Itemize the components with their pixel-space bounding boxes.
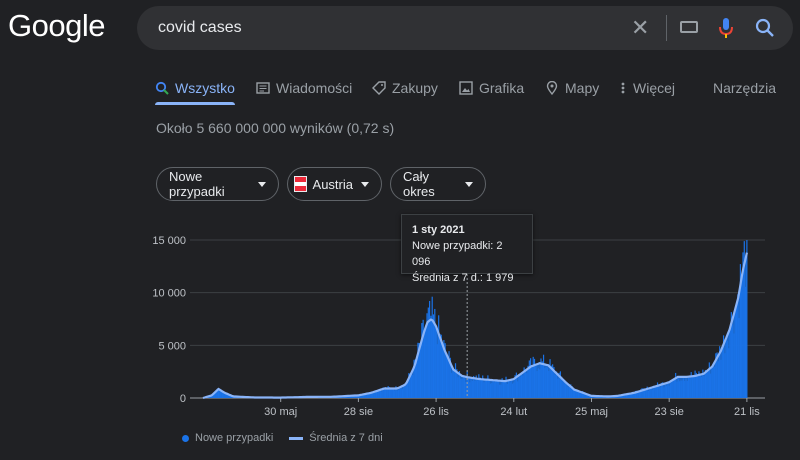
- tools-label: Narzędzia: [713, 80, 777, 96]
- chevron-down-icon: [258, 181, 266, 187]
- more-vert-icon: [621, 81, 627, 95]
- legend-bars-label: Nowe przypadki: [195, 432, 274, 444]
- tab-news[interactable]: Wiadomości: [256, 78, 352, 98]
- map-pin-icon: [545, 80, 559, 96]
- seven-day-average-line: [202, 252, 748, 400]
- x-tick-label: 28 sie: [344, 406, 373, 418]
- flag-stripe-middle: [295, 181, 306, 187]
- tab-all[interactable]: Wszystko: [155, 78, 235, 98]
- metric-dropdown[interactable]: Nowe przypadki: [156, 167, 279, 201]
- tab-label: Grafika: [479, 80, 525, 96]
- chart-tooltip: 1 sty 2021 Nowe przypadki: 2 096 Średnia…: [401, 214, 533, 284]
- tab-label: Zakupy: [392, 80, 438, 96]
- image-icon: [459, 81, 473, 95]
- tooltip-date: 1 sty 2021: [412, 224, 465, 236]
- chevron-down-icon: [361, 181, 369, 187]
- x-tick-label: 26 lis: [423, 406, 449, 418]
- tab-label: Mapy: [565, 80, 600, 96]
- country-dropdown[interactable]: Austria: [287, 167, 382, 201]
- period-dropdown-label: Cały okres: [403, 169, 435, 199]
- news-icon: [256, 81, 270, 95]
- tab-images[interactable]: Grafika: [459, 78, 524, 98]
- flag-stripe-top: [295, 177, 306, 182]
- google-logo[interactable]: Google: [8, 8, 105, 43]
- x-tick-label: 25 maj: [575, 406, 608, 418]
- tab-shopping[interactable]: Zakupy: [372, 78, 438, 98]
- search-input[interactable]: covid cases: [158, 19, 242, 36]
- keyboard-icon[interactable]: [680, 21, 698, 33]
- y-tick-label: 15 000: [152, 235, 186, 247]
- search-divider: [666, 15, 667, 41]
- y-tick-label: 0: [180, 393, 186, 405]
- tab-maps[interactable]: Mapy: [545, 78, 599, 98]
- x-tick-label: 23 sie: [655, 406, 684, 418]
- tools-button[interactable]: Narzędzia: [713, 78, 776, 98]
- tab-label: Wiadomości: [276, 80, 353, 96]
- tag-icon: [372, 81, 386, 95]
- tab-label: Wszystko: [175, 80, 235, 96]
- period-dropdown[interactable]: Cały okres: [390, 167, 486, 201]
- legend-bars-swatch: [182, 434, 189, 442]
- covid-cases-chart[interactable]: 15 000 10 000 5 000 0 30 maj 28 sie 26 lis 24 l…: [0, 210, 800, 432]
- result-stats: Około 5 660 000 000 wyników (0,72 s): [156, 120, 395, 136]
- microphone-icon[interactable]: [719, 17, 733, 44]
- chart-legend: Nowe przypadki Średnia z 7 dni: [182, 432, 383, 444]
- tab-label: Więcej: [633, 80, 676, 96]
- x-tick-label: 30 maj: [264, 406, 297, 418]
- chevron-down-icon: [465, 181, 473, 187]
- austria-flag-icon: [294, 176, 307, 192]
- metric-dropdown-label: Nowe przypadki: [169, 169, 225, 199]
- country-dropdown-label: Austria: [312, 176, 353, 192]
- y-tick-label: 5 000: [158, 340, 186, 352]
- legend-line-label: Średnia z 7 dni: [309, 432, 383, 444]
- tooltip-average: Średnia z 7 d.: 1 979: [412, 272, 514, 284]
- search-icon[interactable]: [755, 18, 775, 43]
- active-tab-indicator: [155, 102, 235, 105]
- search-box[interactable]: covid cases ✕: [137, 6, 793, 50]
- x-tick-label: 24 lut: [500, 406, 527, 418]
- legend-line-swatch: [289, 436, 304, 440]
- x-tick-label: 21 lis: [734, 406, 760, 418]
- tooltip-new-cases: Nowe przypadki: 2 096: [412, 240, 503, 268]
- search-icon: [155, 81, 169, 95]
- y-tick-label: 10 000: [152, 288, 186, 300]
- tab-more[interactable]: Więcej: [621, 78, 675, 98]
- clear-icon[interactable]: ✕: [631, 15, 650, 40]
- flag-stripe-bottom: [295, 186, 306, 192]
